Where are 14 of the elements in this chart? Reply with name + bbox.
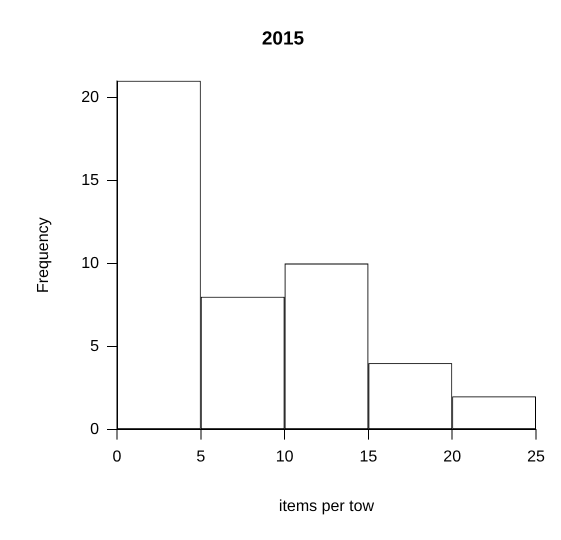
y-tick-label: 5 (90, 338, 100, 355)
y-tick-label: 20 (81, 88, 100, 106)
x-axis-title: items per tow (278, 498, 375, 515)
x-tick-label: 0 (112, 448, 122, 466)
x-tick-label: 15 (360, 448, 378, 466)
y-tick-label: 10 (81, 254, 100, 272)
y-tick-label: 0 (90, 421, 100, 438)
y-axis-title: Frequency (35, 217, 52, 293)
x-tick-label: 25 (527, 448, 545, 466)
x-tick-label: 10 (276, 448, 294, 466)
y-tick-label: 15 (81, 172, 100, 189)
x-tick-label: 20 (443, 448, 462, 466)
x-tick-label: 5 (196, 448, 206, 466)
chart-title: 2015 (262, 28, 305, 50)
